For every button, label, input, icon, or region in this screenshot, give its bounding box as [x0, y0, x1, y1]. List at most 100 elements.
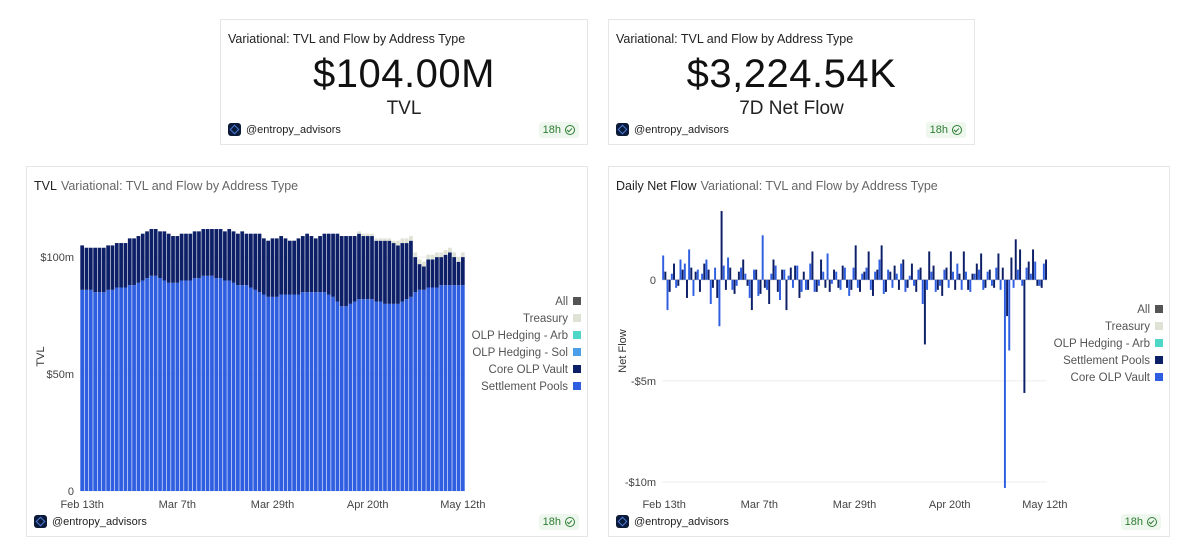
- x-tick-label: Mar 29th: [251, 499, 294, 511]
- bar: [811, 251, 814, 280]
- bar: [409, 240, 413, 297]
- bar: [162, 280, 167, 491]
- bar: [184, 280, 188, 491]
- bar: [975, 263, 978, 280]
- bar: [675, 279, 678, 288]
- bar: [960, 279, 963, 290]
- bar: [945, 267, 948, 280]
- freshness-badge[interactable]: 18h: [925, 122, 966, 138]
- bar: [1014, 239, 1017, 280]
- bar: [296, 238, 301, 295]
- tvl-stacked-bar-chart[interactable]: 0 $50m $100m TVL Feb 13th Mar 7th Mar 29th Apr …: [27, 167, 587, 512]
- bar: [709, 279, 712, 305]
- bar: [443, 250, 448, 255]
- bar: [413, 252, 418, 258]
- avatar: [34, 515, 47, 528]
- bar: [707, 269, 710, 280]
- bar: [768, 279, 771, 305]
- bar: [106, 245, 110, 290]
- bar: [456, 285, 461, 491]
- bar: [755, 269, 758, 280]
- bar: [1019, 249, 1022, 280]
- bar: [101, 247, 106, 293]
- bar: [300, 236, 305, 293]
- bar: [662, 255, 665, 280]
- bar: [214, 278, 219, 491]
- bar: [197, 278, 201, 491]
- bar: [763, 279, 766, 288]
- bar: [283, 294, 288, 491]
- bar: [287, 294, 292, 491]
- bar: [934, 279, 937, 292]
- bar: [711, 279, 714, 288]
- bar: [279, 294, 284, 491]
- bar: [872, 279, 874, 296]
- bar: [335, 233, 340, 302]
- bar: [417, 289, 422, 491]
- bar: [426, 287, 431, 491]
- bar: [718, 279, 721, 327]
- bar: [391, 240, 396, 244]
- bar: [913, 279, 916, 286]
- netflow-bar-chart[interactable]: -$10m -$5m 0 Net Flow Feb 13th Mar 7th Mar 29t…: [609, 167, 1169, 512]
- bar: [426, 259, 431, 288]
- bar: [80, 245, 85, 290]
- bar: [201, 275, 206, 491]
- bar: [378, 240, 383, 302]
- bar: [231, 231, 236, 283]
- bar: [179, 280, 184, 491]
- legend-label: Treasury: [1105, 321, 1150, 333]
- bar: [781, 269, 784, 280]
- bar: [824, 279, 827, 288]
- bar: [694, 271, 697, 280]
- author-link[interactable]: @entropy_advisors: [616, 123, 729, 136]
- bar: [869, 279, 872, 290]
- bar: [902, 259, 905, 280]
- bar: [383, 238, 387, 241]
- bar: [928, 251, 931, 280]
- author-name: @entropy_advisors: [246, 123, 341, 136]
- bar: [1003, 279, 1006, 488]
- bar: [895, 273, 898, 280]
- bar: [97, 292, 102, 491]
- freshness-badge[interactable]: 18h: [1120, 514, 1161, 530]
- bar: [300, 292, 305, 491]
- bar: [140, 233, 145, 281]
- bar: [776, 279, 779, 292]
- bar: [335, 301, 340, 491]
- freshness-badge[interactable]: 18h: [538, 514, 579, 530]
- bar: [772, 259, 775, 280]
- bar: [997, 253, 1000, 280]
- bar: [735, 279, 738, 286]
- bar: [123, 287, 128, 491]
- bar: [930, 271, 933, 280]
- bar: [923, 279, 926, 345]
- bar: [443, 254, 448, 286]
- bar: [804, 279, 807, 290]
- netflow-label: 7D Net Flow: [739, 98, 844, 119]
- bar: [859, 279, 861, 292]
- bar: [244, 233, 249, 286]
- bar: [413, 292, 418, 491]
- bar: [430, 254, 435, 260]
- bar: [378, 301, 383, 491]
- author-link[interactable]: @entropy_advisors: [616, 515, 729, 528]
- bar: [231, 282, 236, 491]
- author-link[interactable]: @entropy_advisors: [34, 515, 147, 528]
- bar: [435, 257, 439, 288]
- tvl-chart-card: TVL Variational: TVL and Flow by Address …: [26, 166, 588, 537]
- bar: [149, 229, 154, 276]
- freshness-badge[interactable]: 18h: [538, 122, 579, 138]
- author-link[interactable]: @entropy_advisors: [228, 123, 341, 136]
- bar: [990, 279, 993, 286]
- counter-title: Variational: TVL and Flow by Address Typ…: [228, 32, 466, 46]
- bar: [114, 287, 119, 491]
- bar: [744, 273, 747, 280]
- bar: [977, 269, 980, 280]
- bar: [733, 279, 736, 294]
- bar: [783, 269, 786, 280]
- bar: [396, 245, 400, 304]
- legend-swatch: [1155, 356, 1163, 364]
- bar: [447, 252, 452, 286]
- bar: [413, 257, 418, 293]
